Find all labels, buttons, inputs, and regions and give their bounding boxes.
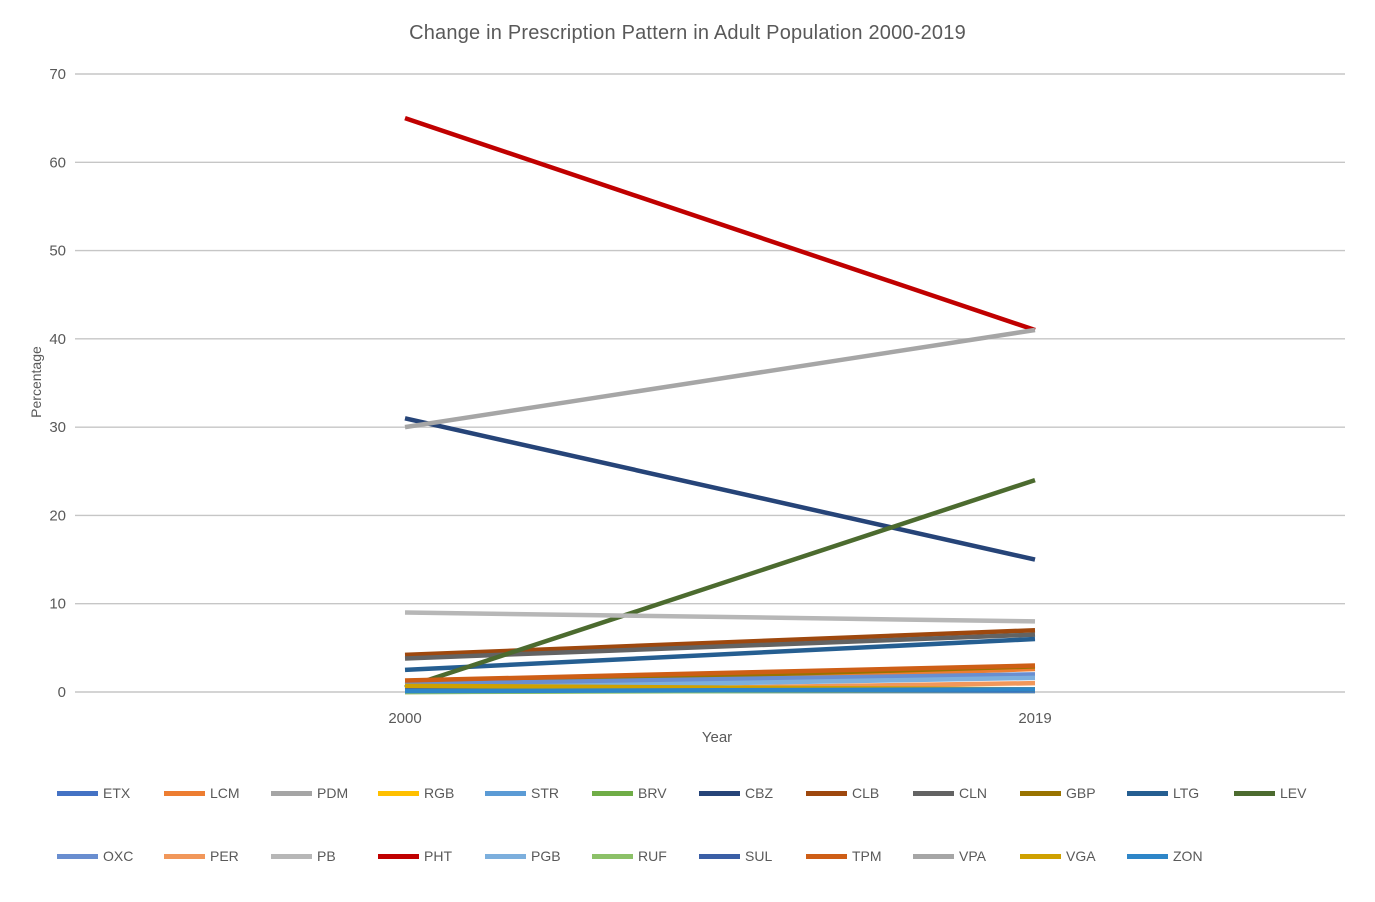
legend-swatch-PGB [485,853,526,859]
legend-label-BRV: BRV [638,785,667,801]
legend-label-LCM: LCM [210,785,240,801]
legend-swatch-ETX [57,790,98,796]
legend-label-PDM: PDM [317,785,349,801]
y-tick-label-50: 50 [49,243,66,260]
legend-label-PGB: PGB [531,848,561,864]
legend-swatch-PDM [271,790,312,796]
legend-label-GBP: GBP [1066,785,1096,801]
legend-item-CBZ: CBZ [699,785,806,801]
legend-label-CLB: CLB [852,785,880,801]
legend-swatch-ZON [1127,853,1168,859]
legend-item-PB: PB [271,848,378,864]
legend-swatch-VGA [1020,853,1061,859]
y-tick-label-40: 40 [49,331,66,348]
legend-swatch-CLN [913,790,954,796]
legend-label-PHT: PHT [424,848,452,864]
series-line-LTG [404,636,1036,673]
legend-label-VGA: VGA [1066,848,1096,864]
legend-label-PB: PB [317,848,336,864]
legend-swatch-GBP [1020,790,1061,796]
legend-item-LTG: LTG [1127,785,1234,801]
y-tick-label-60: 60 [49,154,66,171]
legend-swatch-TPM [806,853,847,859]
y-tick-label-70: 70 [49,66,66,83]
plot-area: 0 10 20 30 40 50 60 70 2000 2019 [49,66,1345,727]
legend-swatch-LEV [1234,790,1275,796]
x-tick-label-2019: 2019 [1018,710,1051,727]
series-line-VPA [404,327,1036,430]
chart-title: Change in Prescription Pattern in Adult … [409,22,966,44]
legend-item-STR: STR [485,785,592,801]
y-tick-label-30: 30 [49,419,66,436]
legend-item-VGA: VGA [1020,848,1127,864]
series-line-TPM [404,663,1036,683]
legend-item-PDM: PDM [271,785,378,801]
legend-swatch-RGB [378,790,419,796]
legend-item-VPA: VPA [913,848,1020,864]
legend-row-1: ETX LCM PDM RGB STR BRV CBZ CLB CLN GBP LTG LEV [57,785,1341,801]
legend-swatch-CLB [806,790,847,796]
y-tick-label-10: 10 [49,596,66,613]
legend-item-LEV: LEV [1234,785,1341,801]
legend-label-ZON: ZON [1173,848,1203,864]
legend-item-LCM: LCM [164,785,271,801]
legend-item-OXC: OXC [57,848,164,864]
series-line-OXC [404,672,1036,687]
legend-label-ETX: ETX [103,785,131,801]
legend-row-2: OXC PER PB PHT PGB RUF SUL TPM VPA VGA ZON [57,848,1234,864]
legend-label-RUF: RUF [638,848,667,864]
legend-swatch-PER [164,853,205,859]
legend-item-PER: PER [164,848,271,864]
legend-swatch-VPA [913,853,954,859]
y-tick-label-0: 0 [58,684,66,701]
legend-swatch-LTG [1127,790,1168,796]
legend-label-STR: STR [531,785,559,801]
x-axis-title: Year [701,729,733,746]
x-tick-label-2000: 2000 [388,710,421,727]
legend-item-GBP: GBP [1020,785,1127,801]
legend-item-ETX: ETX [57,785,164,801]
legend-label-RGB: RGB [424,785,455,801]
series-line-PB [404,610,1036,624]
series-line-LEV [404,477,1036,690]
legend-item-PHT: PHT [378,848,485,864]
legend-label-PER: PER [210,848,239,864]
legend-swatch-BRV [592,790,633,796]
legend-label-LTG: LTG [1173,785,1200,801]
legend-item-RGB: RGB [378,785,485,801]
legend-item-SUL: SUL [699,848,806,864]
series-line-ZON [404,687,1036,694]
legend-label-SUL: SUL [745,848,773,864]
legend-item-PGB: PGB [485,848,592,864]
legend-swatch-CBZ [699,790,740,796]
legend-item-CLB: CLB [806,785,913,801]
legend-label-OXC: OXC [103,848,134,864]
legend-label-CBZ: CBZ [745,785,773,801]
legend-swatch-LCM [164,790,205,796]
series-line-PHT [404,116,1036,333]
legend-item-RUF: RUF [592,848,699,864]
legend-label-VPA: VPA [959,848,986,864]
y-axis-title: Percentage [28,346,44,418]
series-line-CBZ [404,416,1036,562]
legend-swatch-OXC [57,853,98,859]
legend-swatch-RUF [592,853,633,859]
legend-item-TPM: TPM [806,848,913,864]
legend-swatch-PHT [378,853,419,859]
legend-item-CLN: CLN [913,785,1020,801]
legend-swatch-STR [485,790,526,796]
legend-item-ZON: ZON [1127,848,1234,864]
y-tick-label-20: 20 [49,507,66,524]
legend-label-LEV: LEV [1280,785,1307,801]
legend-swatch-PB [271,853,312,859]
legend-item-BRV: BRV [592,785,699,801]
legend-label-TPM: TPM [852,848,882,864]
legend-label-CLN: CLN [959,785,988,801]
legend-swatch-SUL [699,853,740,859]
